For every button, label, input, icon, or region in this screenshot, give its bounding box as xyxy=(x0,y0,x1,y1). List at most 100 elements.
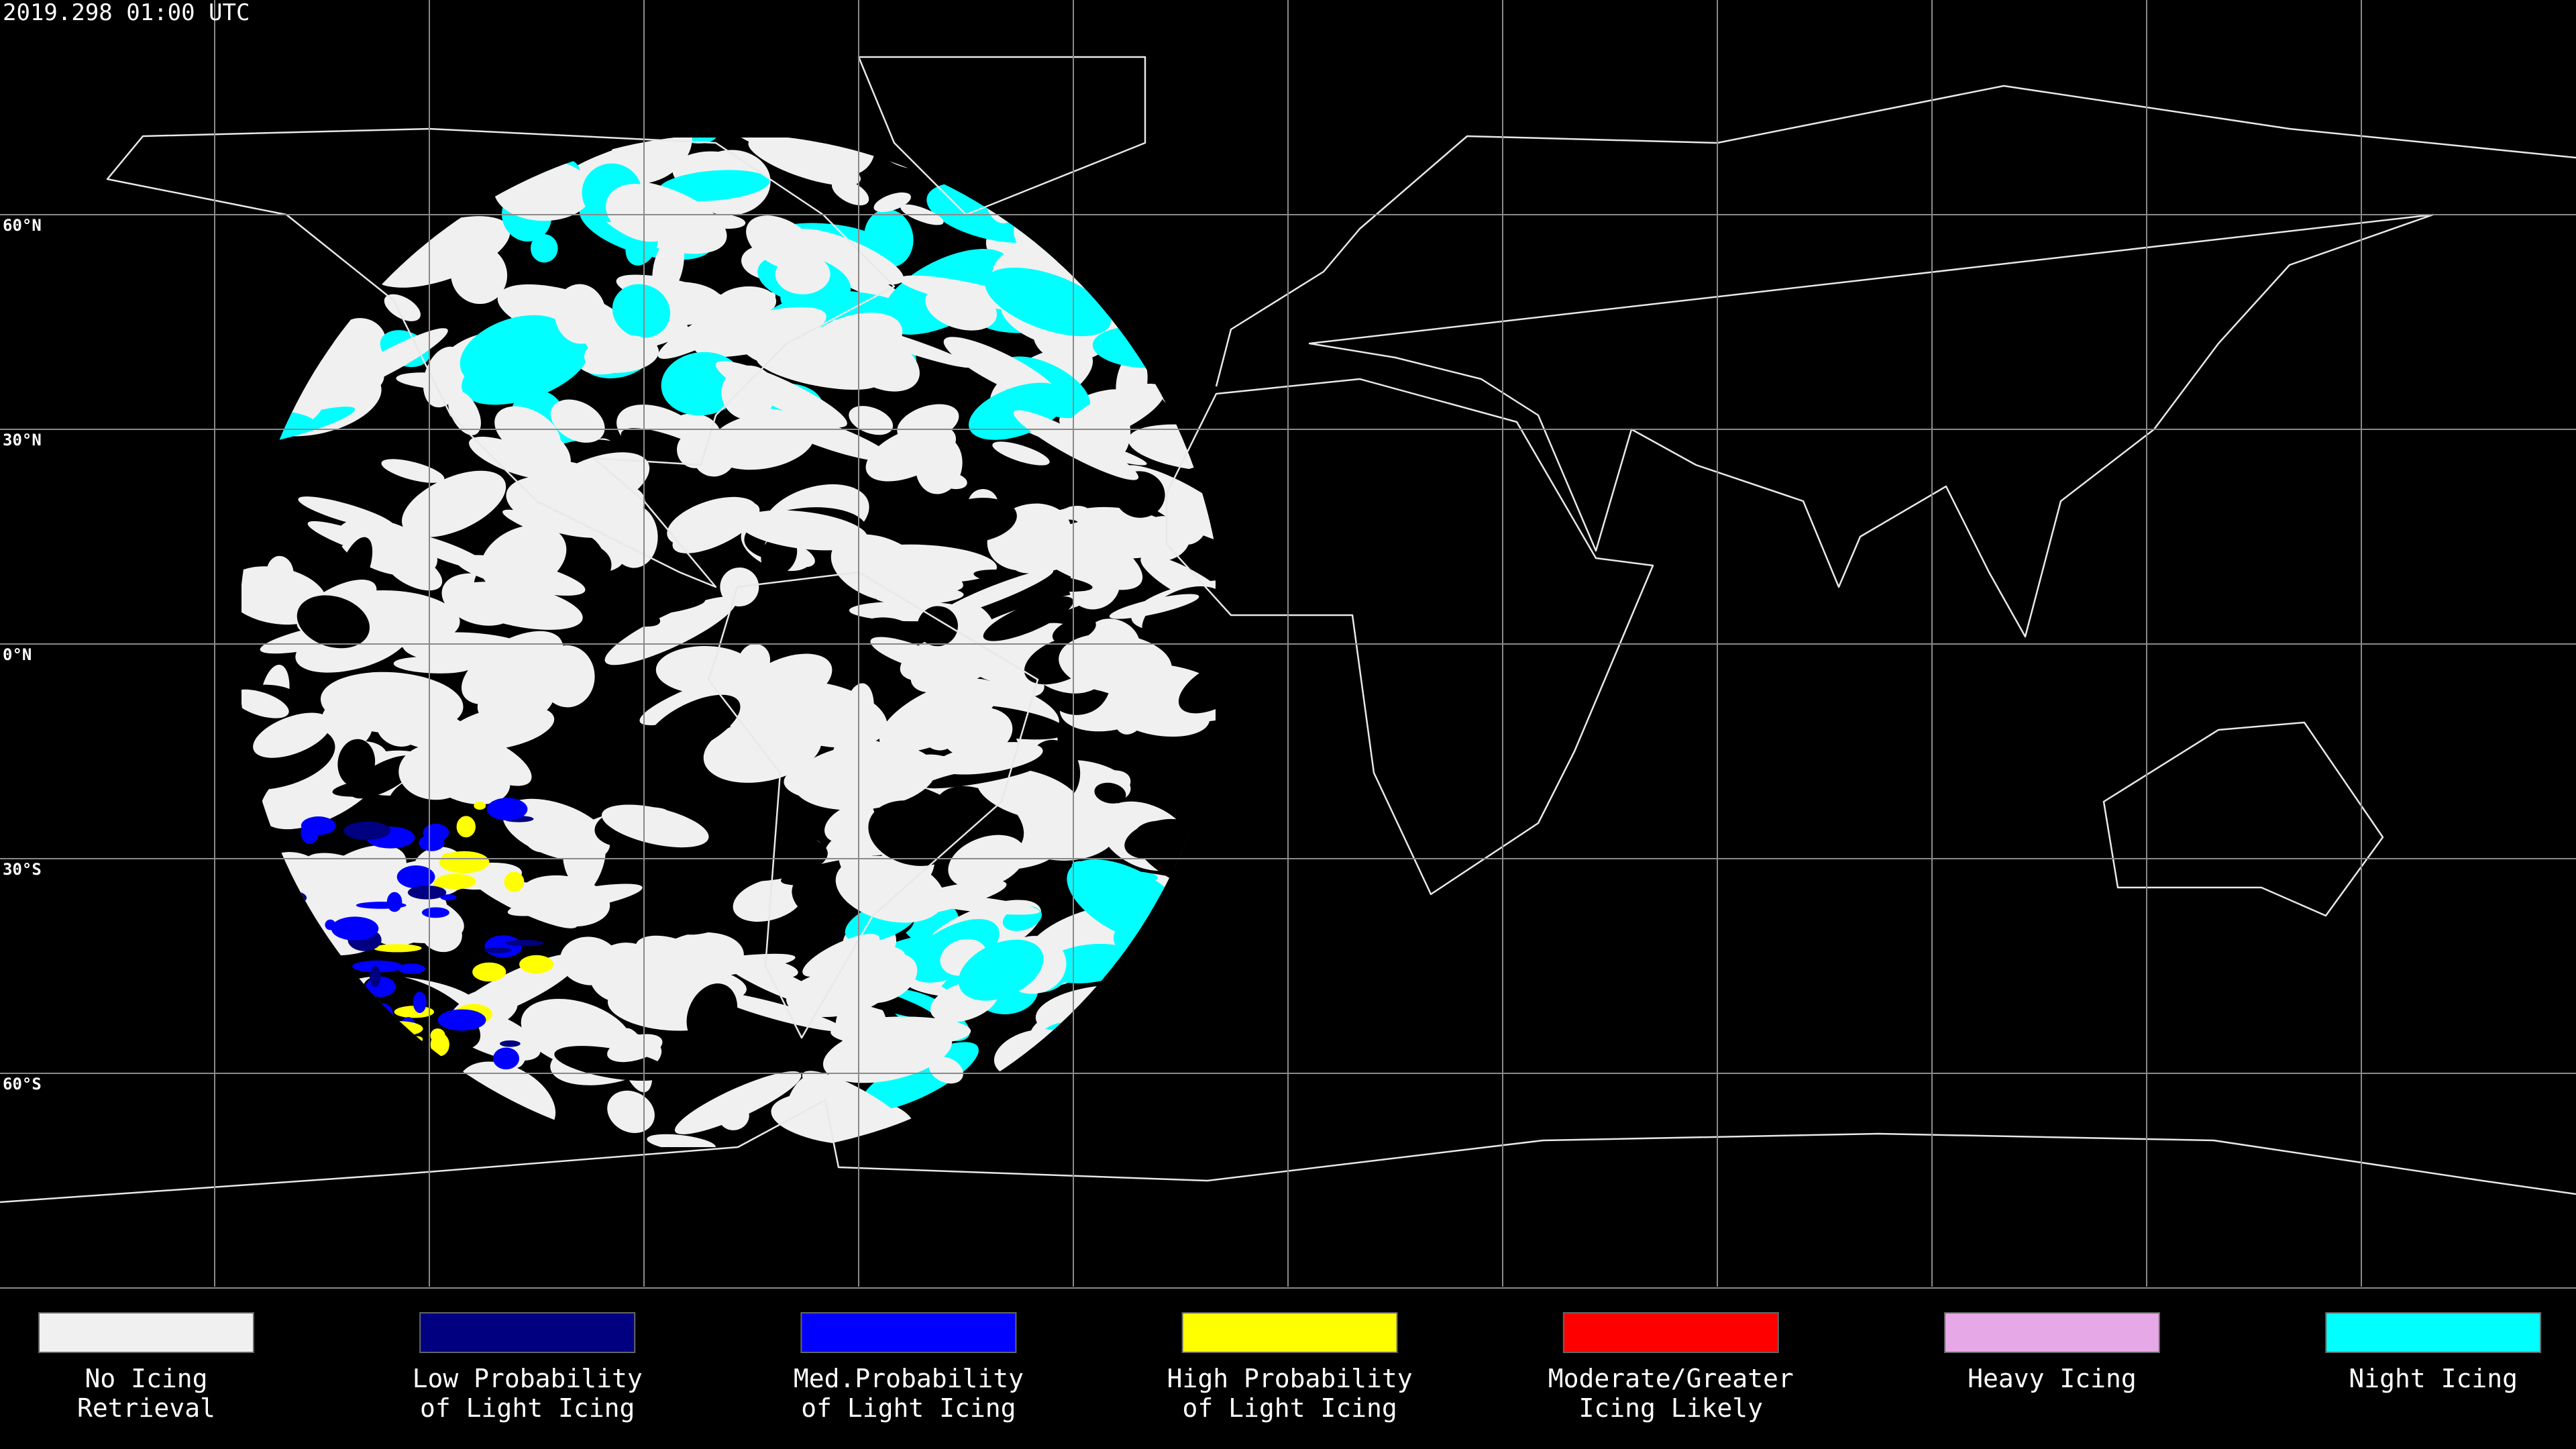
cloud xyxy=(686,983,738,1046)
cloud xyxy=(841,333,920,392)
icing-patch xyxy=(486,798,528,820)
cloud xyxy=(550,399,605,443)
cloud xyxy=(298,496,395,529)
cloud xyxy=(589,943,659,1003)
cloud xyxy=(922,715,958,751)
cloud xyxy=(297,595,370,649)
antarctica xyxy=(0,1099,2576,1203)
cloud xyxy=(393,657,472,674)
cloud xyxy=(323,345,384,393)
cloud xyxy=(674,1071,802,1134)
legend-label: Icing Likely xyxy=(1579,1393,1764,1423)
cloud xyxy=(530,234,558,263)
cloud xyxy=(1093,405,1131,460)
legend-label: Heavy Icing xyxy=(1968,1364,2137,1393)
cloud xyxy=(977,767,1081,821)
icing-patch xyxy=(343,821,391,841)
cloud xyxy=(398,743,473,800)
icing-patch xyxy=(352,960,403,973)
cloud xyxy=(917,606,958,647)
timestamp: 2019.298 01:00 UTC xyxy=(3,0,250,26)
cloud xyxy=(477,675,555,727)
cloud xyxy=(562,837,594,891)
cloud xyxy=(462,333,589,405)
cloud xyxy=(879,678,999,753)
icing-patch xyxy=(419,834,445,851)
legend-swatch xyxy=(1181,1312,1398,1353)
cloud xyxy=(741,653,833,711)
cloud xyxy=(447,390,481,435)
cloud xyxy=(775,254,830,294)
cloud xyxy=(1094,782,1126,804)
legend-label: of Light Icing xyxy=(801,1393,1016,1423)
icing-patch xyxy=(437,1009,486,1031)
cloud xyxy=(870,637,949,672)
latitude-label: 60°S xyxy=(3,1075,42,1093)
icing-patch xyxy=(484,947,512,953)
cloud xyxy=(802,934,880,977)
icing-patch xyxy=(492,1047,520,1070)
legend-swatch xyxy=(38,1312,254,1353)
cloud xyxy=(873,192,911,213)
cloud xyxy=(607,1090,655,1133)
latitude-labels: 60°N 30°N 0°N 30°S 60°S xyxy=(3,216,42,1093)
icing-patch xyxy=(472,962,506,982)
cloud xyxy=(601,804,709,848)
latitude-label: 30°N xyxy=(3,431,42,449)
cloud xyxy=(718,1102,749,1130)
legend-swatch xyxy=(419,1312,636,1353)
cloud xyxy=(253,712,331,758)
cloud xyxy=(376,710,419,747)
cloud xyxy=(844,1097,885,1135)
icing-patch xyxy=(421,907,449,918)
cloud xyxy=(381,459,445,483)
cloud xyxy=(1013,410,1139,480)
icing-patch xyxy=(407,885,447,900)
cloud xyxy=(985,267,1112,337)
cloud xyxy=(792,229,904,285)
cloud xyxy=(938,472,967,490)
legend-label: Low Probability xyxy=(413,1364,643,1393)
cloud xyxy=(936,569,1054,618)
cloud xyxy=(677,431,714,468)
icing-patch xyxy=(504,871,525,892)
cloud xyxy=(708,413,815,470)
cloud xyxy=(992,441,1050,466)
legend-swatch xyxy=(800,1312,1017,1353)
cloud xyxy=(771,138,812,162)
cloud xyxy=(657,292,776,359)
cloud xyxy=(607,1034,663,1063)
cloud xyxy=(933,498,1017,543)
north-america xyxy=(106,127,896,588)
cloud xyxy=(925,284,997,331)
cloud xyxy=(461,631,564,705)
cloud xyxy=(672,502,760,553)
cloud xyxy=(241,689,289,718)
cloud xyxy=(717,953,835,1010)
africa xyxy=(1165,378,1654,896)
icing-patch xyxy=(456,816,476,838)
legend-label: No Icing xyxy=(85,1364,207,1393)
cloud xyxy=(792,743,936,810)
australia xyxy=(2102,721,2384,917)
legend-swatch xyxy=(2325,1312,2542,1353)
cloud xyxy=(852,953,918,1004)
legend-label: of Light Icing xyxy=(420,1393,635,1423)
cloud xyxy=(948,835,1026,889)
cloud xyxy=(824,802,883,843)
icing-patch xyxy=(373,944,422,953)
legend-label: High Probability xyxy=(1167,1364,1413,1393)
cloud xyxy=(612,284,671,338)
icing-patch xyxy=(396,865,435,889)
cloud xyxy=(1042,478,1087,511)
graticule xyxy=(0,0,2576,1289)
cloud xyxy=(958,939,1044,1001)
icing-patch xyxy=(331,916,379,941)
cloud xyxy=(868,800,958,866)
cloud xyxy=(681,830,828,882)
icing-patch xyxy=(430,1032,449,1057)
cloud xyxy=(779,326,847,355)
latitude-label: 0°N xyxy=(3,645,32,664)
